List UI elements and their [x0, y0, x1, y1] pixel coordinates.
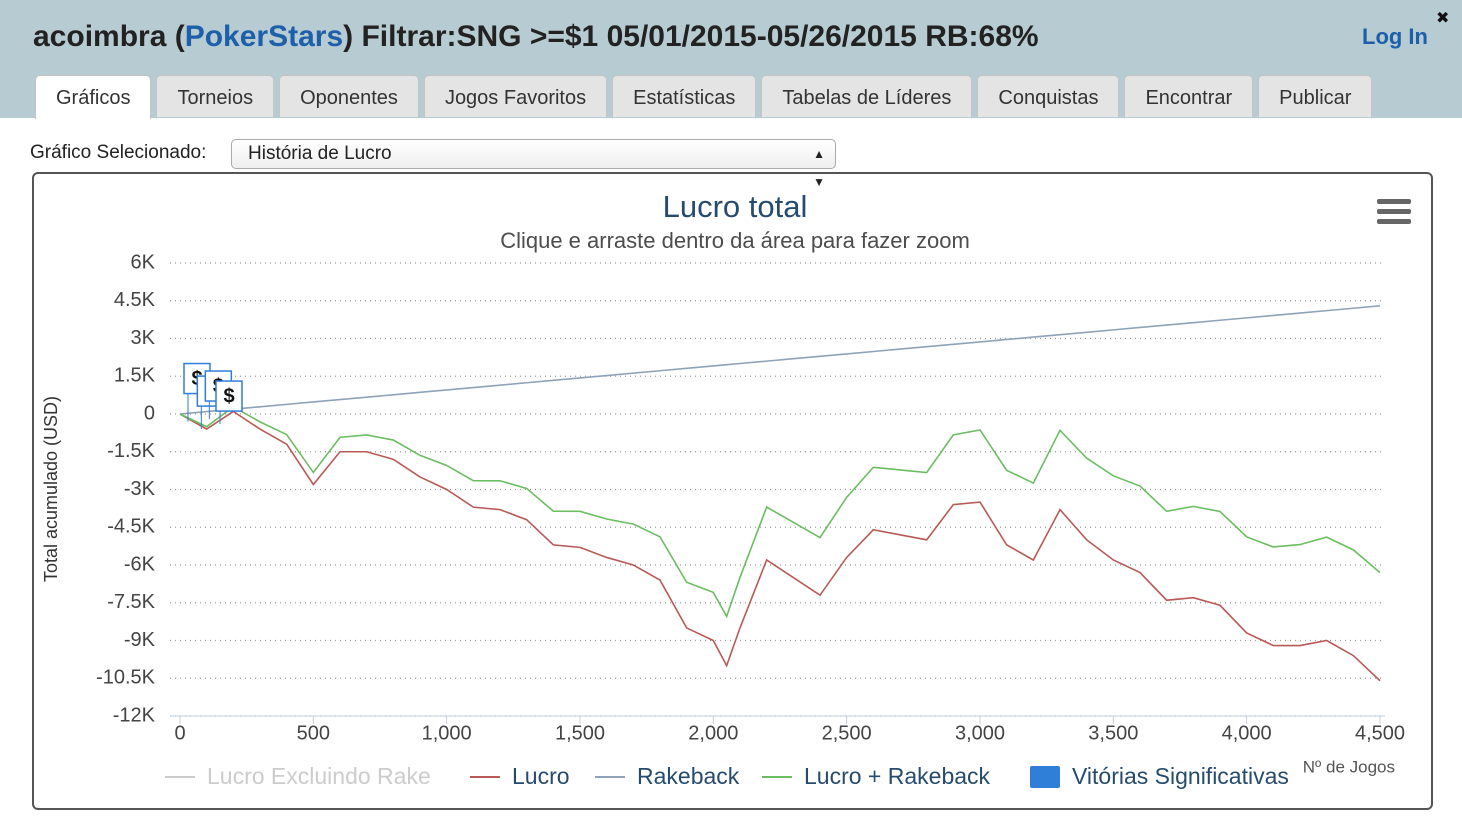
- site[interactable]: PokerStars: [184, 20, 344, 53]
- legend-label: Lucro + Rakeback: [804, 763, 991, 789]
- x-tick-label: 1,000: [422, 722, 472, 744]
- x-tick-label: 4,000: [1222, 722, 1272, 744]
- x-tick-label: 3,000: [955, 722, 1005, 744]
- win-flag: $: [215, 380, 243, 425]
- x-tick-label: 3,500: [1088, 722, 1138, 744]
- user: acoimbra (: [33, 20, 185, 53]
- legend-label: Lucro: [512, 763, 570, 789]
- y-tick-label: -3K: [124, 478, 156, 500]
- menu-bar: [1377, 219, 1411, 224]
- y-tick-label: 3K: [131, 327, 156, 349]
- selector-arrow: ▲ ▼: [813, 147, 825, 189]
- filter: ) Filtrar:SNG >=$1 05/01/2015-05/26/2015…: [343, 20, 1039, 53]
- y-tick-label: 1.5K: [114, 365, 156, 387]
- legend-label: Rakeback: [637, 763, 740, 789]
- menu-button[interactable]: [1377, 199, 1411, 224]
- chart-title: Lucro total: [663, 189, 808, 224]
- y-tick-label: -7.5K: [107, 591, 155, 613]
- series-line: [179, 305, 1381, 415]
- tab[interactable]: Estatísticas: [612, 75, 757, 117]
- legend-label: Lucro Excluindo Rake: [207, 763, 431, 789]
- tab[interactable]: Encontrar: [1124, 75, 1254, 117]
- tab[interactable]: Gráficos: [35, 75, 152, 119]
- x-tick-label: 1,500: [555, 722, 605, 744]
- x-axis-label: Nº de Jogos: [1303, 757, 1395, 776]
- y-tick-label: -9K: [124, 629, 156, 651]
- x-tick-label: 2,500: [822, 722, 872, 744]
- y-tick-label: -6K: [124, 553, 156, 575]
- chart-subtitle: Clique e arraste dentro da área para faz…: [500, 228, 970, 253]
- y-tick-label: -10.5K: [96, 667, 156, 689]
- legend-label: Vitórias Significativas: [1072, 763, 1289, 789]
- y-tick-label: 0: [144, 402, 155, 424]
- x-tick-label: 500: [297, 722, 330, 744]
- login-link[interactable]: Log In: [1362, 24, 1428, 49]
- tab[interactable]: Tabelas de Líderes: [761, 75, 973, 117]
- selector-value: História de Lucro: [248, 143, 392, 164]
- menu-bar: [1377, 209, 1411, 214]
- y-tick-label: -12K: [113, 704, 156, 726]
- x-tick-label: 4,500: [1355, 722, 1405, 744]
- menu-bar: [1377, 199, 1411, 204]
- x-tick-label: 0: [174, 722, 185, 744]
- header-title: acoimbra (PokerStars) Filtrar:SNG >=$1 0…: [33, 20, 1039, 54]
- tab[interactable]: Conquistas: [977, 75, 1120, 117]
- tabs: Gráficos Torneios Oponentes Jogos Favoritos…: [35, 75, 1373, 119]
- series-line: [179, 410, 1381, 682]
- flag-text: $: [223, 385, 234, 407]
- tab[interactable]: Torneios: [156, 75, 275, 117]
- x-tick-label: 2,000: [688, 722, 738, 744]
- legend-swatch: [1030, 766, 1060, 788]
- y-tick-label: -1.5K: [107, 440, 155, 462]
- y-axis-label: Total acumulado (USD): [41, 396, 61, 582]
- flag: [215, 380, 243, 412]
- chart-frame: [32, 172, 1433, 810]
- tab[interactable]: Oponentes: [279, 75, 419, 117]
- selector-label: Gráfico Selecionado:: [30, 142, 207, 163]
- tab[interactable]: Publicar: [1258, 75, 1373, 117]
- y-tick-label: 4.5K: [114, 289, 156, 311]
- y-tick-label: 6K: [131, 251, 156, 273]
- series-line: [179, 405, 1381, 619]
- y-tick-label: -4.5K: [107, 516, 155, 538]
- header: acoimbra (PokerStars) Filtrar:SNG >=$1 0…: [0, 0, 1462, 119]
- chart: Lucro total Clique e arraste dentro da á…: [41, 189, 1411, 789]
- tab[interactable]: Jogos Favoritos: [423, 75, 608, 117]
- close-button[interactable]: ✖: [1436, 10, 1450, 27]
- chart-selector[interactable]: História de Lucro ▲ ▼: [231, 139, 836, 189]
